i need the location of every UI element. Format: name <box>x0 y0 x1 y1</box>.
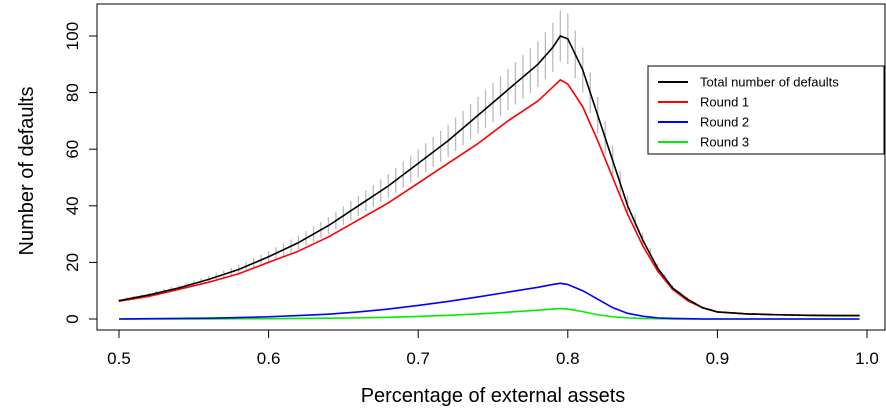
series-line-round-2 <box>118 282 860 320</box>
error-bars <box>118 10 861 317</box>
series-lines <box>118 35 860 320</box>
x-tick-label: 0.8 <box>556 349 580 368</box>
series-line-total-number-of-defaults <box>118 35 860 317</box>
y-tick-label: 40 <box>63 196 82 215</box>
legend: Total number of defaults Round 1 Round 2 Ro… <box>647 65 885 155</box>
x-tick-label: 0.5 <box>107 349 131 368</box>
y-tick-label: 60 <box>63 140 82 159</box>
y-axis-title: Number of defaults <box>16 87 38 256</box>
y-axis: 0 20 40 60 80 100 <box>63 22 97 324</box>
legend-label: Round 3 <box>700 135 749 150</box>
y-tick-label: 80 <box>63 83 82 102</box>
x-axis-title: Percentage of external assets <box>361 385 626 407</box>
y-tick-label: 20 <box>63 253 82 272</box>
x-axis: 0.5 0.6 0.7 0.8 0.9 1.0 <box>107 330 879 368</box>
x-tick-label: 0.7 <box>406 349 430 368</box>
legend-box <box>647 65 885 155</box>
x-tick-label: 0.9 <box>706 349 730 368</box>
y-tick-label: 100 <box>63 22 82 50</box>
legend-label: Total number of defaults <box>700 75 839 90</box>
y-tick-label: 0 <box>63 314 82 323</box>
legend-label: Round 1 <box>700 95 749 110</box>
x-tick-label: 1.0 <box>855 349 879 368</box>
plot-frame <box>96 3 886 331</box>
legend-label: Round 2 <box>700 115 749 130</box>
x-tick-label: 0.6 <box>257 349 281 368</box>
